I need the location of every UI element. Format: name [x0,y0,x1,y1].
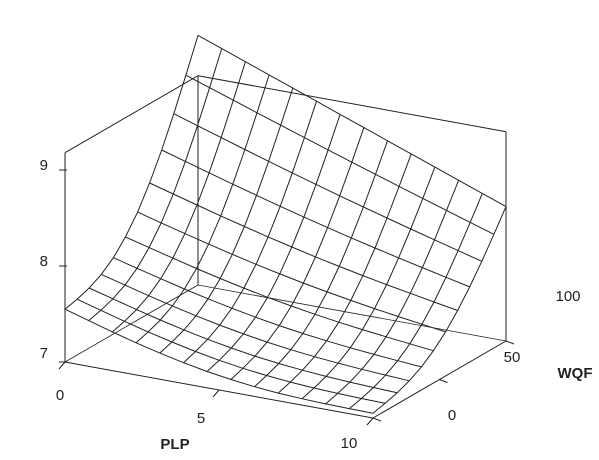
x-axis-title: PLP [160,436,189,453]
surface-line-plp-1 [88,48,223,321]
y-tick-0 [372,417,382,422]
surface-line-wqf-3 [101,273,410,382]
x-tick-label-10: 10 [341,435,358,452]
floor-back-edge [197,284,507,342]
surface-line-plp-0 [64,35,199,310]
surface-line-plp-7 [230,127,365,380]
surface-line-plp-13 [372,206,507,414]
surface-line-plp-4 [159,87,294,354]
back-wall-top-edge [197,75,507,133]
y-tick-label-100: 100 [555,288,580,305]
surface-line-wqf-11 [197,34,507,208]
surface-line-plp-8 [254,140,388,388]
x-tick-0 [58,361,66,370]
surface-line-plp-11 [325,180,460,405]
plot-box-frame [64,75,507,419]
z-tick-label-7: 7 [40,345,48,362]
floor-left-edge [64,284,199,363]
x-tick-5 [212,389,220,398]
surface-line-wqf-1 [76,298,386,404]
surface-line-wqf-2 [88,287,398,394]
z-tick-label-8: 8 [40,253,48,270]
y-tick-100 [505,340,515,345]
z-tick-label-9: 9 [40,157,48,174]
surface-line-plp-6 [206,114,341,372]
surface-line-plp-12 [348,193,483,409]
surface-line-wqf-4 [113,257,422,368]
surface-line-wqf-7 [149,182,458,311]
x-tick-10 [366,417,374,426]
surface-line-wqf-5 [125,236,434,352]
surface-line-wqf-9 [173,113,483,262]
surface-line-plp-9 [277,153,412,394]
surface-line-wqf-8 [161,149,470,288]
y-axis-title: WQF [558,365,593,382]
surface-mesh [64,34,507,414]
left-wall-top-edge [64,75,199,154]
y-tick-50 [439,379,448,383]
surface-line-plp-10 [301,166,436,400]
y-tick-label-0: 0 [448,407,456,424]
surface-line-plp-2 [112,61,246,333]
surface-line-plp-5 [183,101,317,364]
surface-line-wqf-10 [185,74,495,235]
surface-line-wqf-0 [64,308,374,414]
x-tick-label-0: 0 [56,387,64,404]
x-tick-label-5: 5 [197,410,205,427]
surface-line-plp-3 [135,74,270,344]
axis-ticks [58,169,515,426]
surface-line-wqf-6 [137,211,446,333]
y-tick-label-50: 50 [504,349,521,366]
